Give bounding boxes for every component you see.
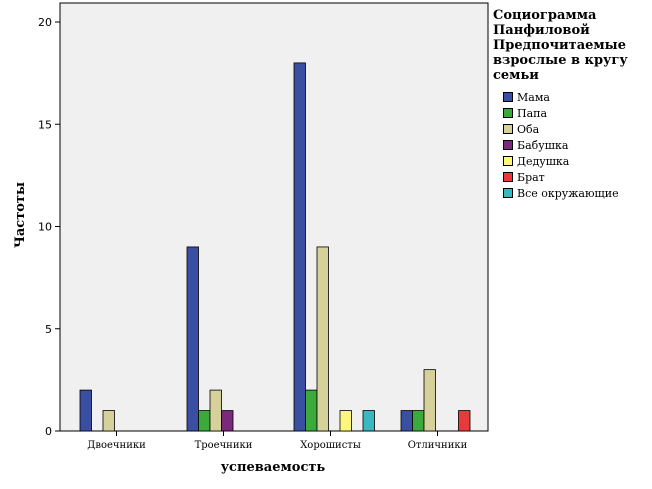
y-tick-label: 0 [45,425,52,438]
legend: Социограмма Панфиловой Предпочитаемые вз… [493,8,648,201]
x-tick-label: Двоечники [87,440,146,451]
legend-swatch [503,124,513,134]
y-tick-label: 20 [38,16,52,29]
legend-label: Оба [517,122,540,136]
legend-items: Мама Папа Оба Бабушка Дедушка Брат Все окружаю… [493,89,648,201]
bar [209,389,222,432]
legend-swatch [503,140,513,150]
bar [305,389,318,432]
legend-label: Дедушка [517,154,570,168]
legend-label: Мама [517,90,550,104]
legend-item: Оба [503,121,648,137]
legend-title-line: Социограмма [493,8,597,23]
bar [339,410,352,432]
y-tick-label: 10 [38,221,52,234]
legend-item: Брат [503,169,648,185]
legend-title: Социограмма Панфиловой Предпочитаемые вз… [493,8,648,83]
legend-title-line: Предпочитаемые [493,38,626,53]
legend-label: Папа [517,106,548,120]
bar [293,62,306,432]
bars-group [79,62,471,432]
legend-swatch [503,92,513,102]
bar [221,410,234,432]
x-tick-label: Хорошисты [300,440,361,451]
bar [102,410,115,432]
bar [316,246,329,432]
legend-title-line: взрослые в кругу [493,53,628,68]
y-tick-label: 15 [38,118,52,131]
bar [186,246,199,432]
x-tick-label: Троечники [195,440,253,451]
bar [198,410,211,432]
legend-swatch [503,172,513,182]
legend-title-line: Панфиловой [493,23,590,38]
bar [362,410,375,432]
legend-item: Все окружающие [503,185,648,201]
bar [458,410,471,432]
legend-item: Дедушка [503,153,648,169]
x-axis: Двоечники Троечники Хорошисты Отличники [87,431,468,451]
bar [423,369,436,432]
y-axis: 0 5 10 15 20 [38,16,60,438]
y-tick-label: 5 [45,323,52,336]
legend-swatch [503,188,513,198]
legend-title-line: семьи [493,68,539,83]
bar [400,410,413,432]
legend-item: Папа [503,105,648,121]
y-axis-label: Частоты [13,182,28,248]
legend-item: Бабушка [503,137,648,153]
bar [79,389,92,432]
legend-swatch [503,156,513,166]
x-tick-label: Отличники [408,440,468,451]
legend-swatch [503,108,513,118]
legend-label: Брат [517,170,545,184]
bar [412,410,425,432]
plot-area [59,2,489,432]
legend-label: Все окружающие [517,186,619,200]
legend-item: Мама [503,89,648,105]
legend-label: Бабушка [517,138,569,152]
x-axis-label: успеваемость [221,460,326,475]
